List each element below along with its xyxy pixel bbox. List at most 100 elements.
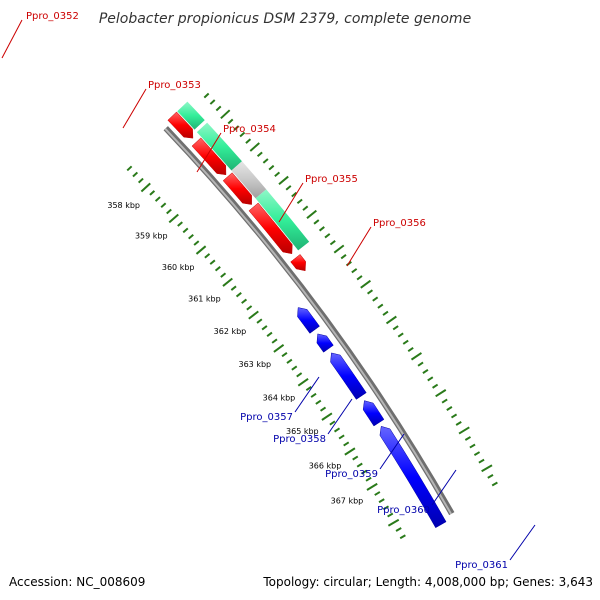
gene-label-forward[interactable]: Ppro_0355	[305, 174, 358, 185]
outer-minor-tick	[392, 325, 399, 331]
genes-layer	[167, 111, 447, 529]
outer-minor-tick	[473, 451, 481, 456]
inner-major-tick	[222, 277, 233, 287]
outer-minor-tick	[487, 474, 494, 479]
outer-minor-tick	[268, 164, 275, 171]
inner-minor-tick	[261, 325, 268, 331]
inner-minor-tick	[378, 498, 385, 504]
gene-label-reverse[interactable]: Ppro_0360	[377, 505, 430, 516]
outer-major-tick	[435, 389, 447, 398]
outer-minor-tick	[233, 125, 240, 131]
inner-minor-tick	[399, 534, 406, 540]
gene-label-leader-line	[122, 88, 147, 129]
outer-minor-tick	[313, 219, 320, 225]
tick-label: 362 kbp	[214, 327, 247, 336]
gene-arrow-reverse[interactable]	[362, 400, 385, 427]
gene-label-reverse[interactable]: Ppro_0359	[325, 469, 378, 480]
gene-arrow-forward[interactable]	[290, 254, 306, 272]
gene-label-reverse[interactable]: Ppro_0361	[455, 560, 508, 571]
gene-arrow-forward[interactable]	[248, 202, 293, 255]
outer-minor-tick	[227, 118, 234, 125]
gene-label-forward[interactable]: Ppro_0352	[26, 11, 79, 22]
outer-minor-tick	[402, 339, 409, 345]
inner-minor-tick	[166, 208, 172, 215]
inner-minor-tick	[209, 259, 216, 265]
inner-minor-tick	[333, 427, 341, 433]
operon-segment	[177, 101, 205, 130]
gene-arrow-reverse[interactable]	[316, 333, 334, 353]
outer-minor-tick	[245, 138, 252, 144]
gene-arrow-reverse[interactable]	[379, 425, 447, 529]
tick-label: 363 kbp	[239, 360, 272, 369]
inner-minor-tick	[310, 392, 317, 398]
inner-major-tick	[366, 482, 378, 491]
gene-label-reverse[interactable]: Ppro_0358	[273, 434, 326, 445]
inner-minor-tick	[356, 462, 363, 468]
tick-label: 366 kbp	[309, 462, 342, 471]
inner-minor-tick	[246, 305, 253, 311]
outer-minor-tick	[397, 332, 404, 338]
outer-minor-tick	[262, 158, 269, 164]
outer-minor-tick	[407, 347, 414, 353]
outer-major-tick	[481, 464, 493, 473]
gene-label-forward[interactable]: Ppro_0356	[373, 218, 426, 229]
tick-marks-layer: 358 kbp 359 kbp 360 kbp 361 kbp 362 kbp 363 k…	[107, 92, 498, 540]
outer-minor-tick	[422, 368, 429, 374]
outer-major-tick	[458, 426, 470, 435]
outer-minor-tick	[256, 151, 263, 158]
tick-label: 364 kbp	[263, 393, 296, 402]
genome-backbone-highlight	[164, 128, 452, 515]
outer-minor-tick	[450, 413, 458, 419]
operon-segment	[196, 122, 242, 171]
accession-text: Accession: NC_008609	[9, 575, 145, 589]
gene-arrow-forward[interactable]	[167, 111, 194, 139]
inner-minor-tick	[338, 434, 345, 440]
tick-label: 359 kbp	[135, 232, 168, 241]
inner-minor-tick	[241, 298, 248, 304]
inner-major-tick	[248, 310, 259, 320]
outer-minor-tick	[340, 254, 347, 260]
outer-minor-tick	[329, 240, 336, 246]
outer-major-tick	[220, 109, 231, 120]
gene-label-leader-line	[509, 524, 536, 561]
inner-minor-tick	[387, 512, 394, 518]
outer-minor-tick	[464, 436, 471, 441]
gene-label-leader-line	[196, 132, 222, 173]
inner-minor-tick	[296, 372, 303, 378]
gene-label-forward[interactable]: Ppro_0353	[148, 80, 201, 91]
gene-arrow-reverse[interactable]	[297, 307, 320, 334]
outer-major-tick	[385, 315, 397, 325]
gene-label-leader-line	[1, 19, 23, 59]
inner-minor-tick	[329, 420, 336, 426]
outer-minor-tick	[372, 296, 379, 302]
gene-arrow-forward[interactable]	[191, 137, 227, 176]
inner-minor-tick	[320, 406, 327, 412]
gene-label-leader-line	[278, 182, 304, 223]
outer-minor-tick	[441, 398, 448, 404]
gene-label-leader-line	[294, 376, 320, 413]
outer-minor-tick	[377, 303, 384, 309]
gene-arrow-reverse[interactable]	[330, 352, 367, 400]
inner-minor-tick	[230, 285, 237, 291]
outer-minor-tick	[318, 226, 325, 232]
outer-major-tick	[278, 175, 289, 186]
inner-minor-tick	[281, 351, 288, 358]
gene-arrow-forward[interactable]	[222, 172, 252, 205]
outer-major-tick	[410, 352, 422, 361]
inner-minor-tick	[365, 476, 372, 482]
inner-major-tick	[387, 518, 400, 527]
inner-minor-tick	[352, 455, 359, 461]
inner-major-tick	[344, 447, 356, 456]
inner-minor-tick	[382, 505, 390, 511]
topology-info-text: Topology: circular; Length: 4,008,000 bp…	[262, 575, 593, 589]
gene-label-leader-line	[346, 226, 372, 267]
gene-label-reverse[interactable]: Ppro_0357	[240, 412, 293, 423]
inner-minor-tick	[193, 240, 200, 246]
inner-minor-tick	[286, 358, 293, 364]
inner-minor-tick	[204, 253, 211, 259]
gene-label-forward[interactable]: Ppro_0354	[223, 124, 276, 135]
inner-minor-tick	[182, 227, 189, 234]
gene-label-leader-line	[327, 398, 353, 435]
